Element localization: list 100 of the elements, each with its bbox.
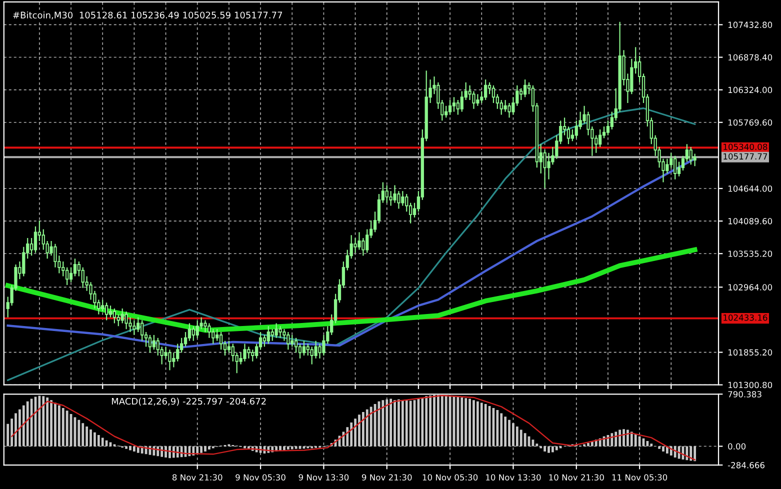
bar	[587, 442, 590, 446]
candlestick	[492, 84, 496, 104]
candlestick	[693, 153, 696, 167]
bar	[14, 413, 17, 446]
bar	[129, 446, 132, 450]
bar	[476, 401, 479, 446]
x-tick-label: 10 Nov 21:30	[549, 474, 604, 481]
bar	[18, 409, 21, 446]
bar	[544, 446, 546, 452]
candlestick	[270, 328, 274, 342]
bar	[500, 413, 503, 446]
bar	[610, 433, 614, 446]
bar	[694, 446, 696, 462]
y-tick-label: -284.666	[728, 462, 764, 468]
y-tick-label: 106324.00	[728, 86, 772, 94]
x-tick-label: 10 Nov 13:30	[486, 474, 541, 481]
bar	[658, 446, 660, 449]
candlestick	[192, 326, 195, 342]
candlestick	[523, 78, 527, 98]
candlestick	[278, 326, 282, 338]
bar	[86, 426, 88, 446]
candlestick	[262, 334, 266, 348]
y-tick-label: 104089.60	[728, 218, 772, 224]
candlestick	[101, 299, 104, 312]
candlestick	[448, 99, 452, 116]
y-tick-label: 106878.40	[728, 54, 772, 61]
candlestick	[401, 190, 404, 206]
bar	[46, 397, 49, 446]
candlestick	[274, 322, 278, 338]
x-tick-label: 9 Nov 13:30	[298, 474, 349, 481]
candlestick	[606, 120, 610, 136]
candlestick	[116, 314, 120, 327]
candlestick	[152, 334, 156, 350]
candlestick	[366, 228, 369, 254]
bar	[504, 416, 507, 446]
candlestick	[508, 102, 511, 118]
bar	[520, 430, 522, 446]
y-tick-label: 105769.60	[728, 119, 772, 126]
candlestick	[216, 328, 219, 342]
bar	[421, 397, 424, 446]
bar	[200, 446, 202, 453]
bar	[398, 399, 400, 446]
bar	[401, 400, 404, 446]
bar	[22, 405, 25, 446]
bar	[50, 400, 52, 446]
bar	[484, 404, 487, 446]
candlestick	[290, 334, 294, 348]
bar	[78, 420, 80, 446]
bar	[590, 442, 594, 446]
candlestick	[674, 155, 677, 180]
bar	[516, 426, 518, 446]
y-tick-label: 107432.80	[728, 22, 772, 28]
candlestick	[184, 331, 188, 348]
candlestick	[120, 308, 124, 324]
candlestick	[393, 184, 396, 204]
candlestick	[500, 99, 503, 116]
candlestick	[219, 331, 223, 350]
candlestick	[62, 260, 65, 277]
candlestick	[452, 96, 456, 112]
bar	[440, 394, 444, 446]
candlestick	[286, 331, 290, 350]
candlestick	[298, 343, 302, 360]
bar	[460, 397, 464, 446]
bar	[382, 400, 384, 446]
bar	[429, 395, 432, 446]
candlestick	[172, 352, 176, 368]
y-tick-label: 0.00	[728, 443, 746, 450]
bar	[94, 432, 96, 446]
bar	[532, 440, 534, 446]
bar	[97, 435, 100, 446]
bar	[552, 446, 554, 452]
bar	[42, 396, 45, 446]
y-tick-label: 104644.00	[728, 185, 772, 192]
candlestick	[610, 111, 614, 130]
candlestick	[251, 349, 254, 362]
bar	[437, 394, 440, 446]
bar	[634, 434, 637, 446]
candlestick	[358, 232, 361, 250]
candlestick	[140, 320, 144, 342]
bar	[366, 409, 368, 446]
candlestick	[460, 90, 464, 112]
y-tick-label: 103535.20	[728, 250, 772, 257]
x-tick-label: 10 Nov 05:30	[422, 474, 478, 481]
candlestick	[504, 99, 507, 112]
bar	[101, 438, 104, 446]
candlestick	[385, 184, 388, 204]
bar	[622, 429, 625, 446]
candlestick	[570, 128, 574, 142]
text: #Bitcoin,M30 105128.61 105236.49 105025.59 105177.77	[13, 12, 282, 20]
candlestick	[108, 305, 112, 318]
bar	[133, 446, 136, 452]
candlestick	[148, 334, 152, 354]
bar	[125, 446, 128, 449]
y-tick-label: 101300.80	[728, 382, 772, 388]
bar	[394, 400, 396, 446]
candlestick	[168, 349, 172, 371]
candlestick	[136, 316, 140, 333]
bar	[358, 414, 360, 446]
bar	[512, 423, 514, 446]
bar	[283, 446, 286, 450]
